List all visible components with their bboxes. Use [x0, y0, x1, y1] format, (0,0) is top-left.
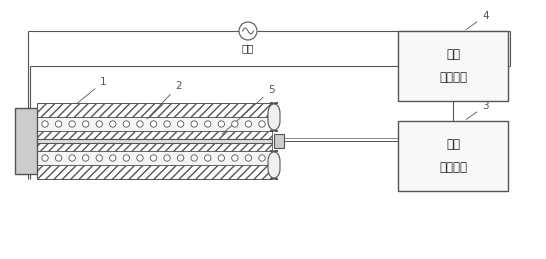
Text: 3: 3: [466, 101, 489, 119]
Circle shape: [82, 155, 89, 161]
Circle shape: [55, 121, 62, 127]
Text: 1: 1: [77, 77, 106, 103]
Circle shape: [96, 121, 103, 127]
Circle shape: [191, 155, 198, 161]
Circle shape: [110, 121, 116, 127]
Circle shape: [239, 22, 257, 40]
Circle shape: [245, 121, 252, 127]
Circle shape: [110, 155, 116, 161]
Circle shape: [82, 121, 89, 127]
Circle shape: [150, 121, 157, 127]
Bar: [37, 117, 272, 131]
Bar: [398, 121, 508, 191]
Circle shape: [205, 155, 211, 161]
Circle shape: [177, 121, 184, 127]
Circle shape: [205, 121, 211, 127]
Bar: [274, 134, 284, 148]
Circle shape: [177, 155, 184, 161]
Circle shape: [259, 121, 265, 127]
Circle shape: [96, 155, 103, 161]
Circle shape: [218, 155, 224, 161]
FancyBboxPatch shape: [268, 103, 280, 131]
Bar: [37, 151, 272, 165]
Circle shape: [42, 121, 48, 127]
Circle shape: [191, 121, 198, 127]
Circle shape: [164, 121, 170, 127]
Circle shape: [42, 155, 48, 161]
Circle shape: [259, 155, 265, 161]
Circle shape: [69, 121, 75, 127]
Bar: [37, 103, 272, 117]
Circle shape: [164, 155, 170, 161]
Circle shape: [123, 155, 129, 161]
Circle shape: [69, 155, 75, 161]
Circle shape: [245, 155, 252, 161]
Circle shape: [232, 155, 238, 161]
Bar: [15, 108, 37, 174]
Circle shape: [136, 155, 143, 161]
Text: 时间
控制单元: 时间 控制单元: [439, 48, 467, 84]
Circle shape: [150, 155, 157, 161]
Circle shape: [218, 121, 224, 127]
Text: 5: 5: [222, 85, 275, 134]
Circle shape: [232, 121, 238, 127]
Bar: [37, 165, 272, 179]
Circle shape: [136, 121, 143, 127]
Bar: [37, 143, 272, 151]
Bar: [398, 31, 508, 101]
Text: 温度
控制单元: 温度 控制单元: [439, 138, 467, 174]
Text: 2: 2: [147, 81, 182, 119]
FancyBboxPatch shape: [268, 151, 280, 179]
Text: 电源: 电源: [242, 43, 254, 53]
Text: 4: 4: [466, 11, 489, 30]
Bar: [37, 139, 272, 143]
Bar: [37, 131, 272, 139]
Circle shape: [123, 121, 129, 127]
Circle shape: [55, 155, 62, 161]
